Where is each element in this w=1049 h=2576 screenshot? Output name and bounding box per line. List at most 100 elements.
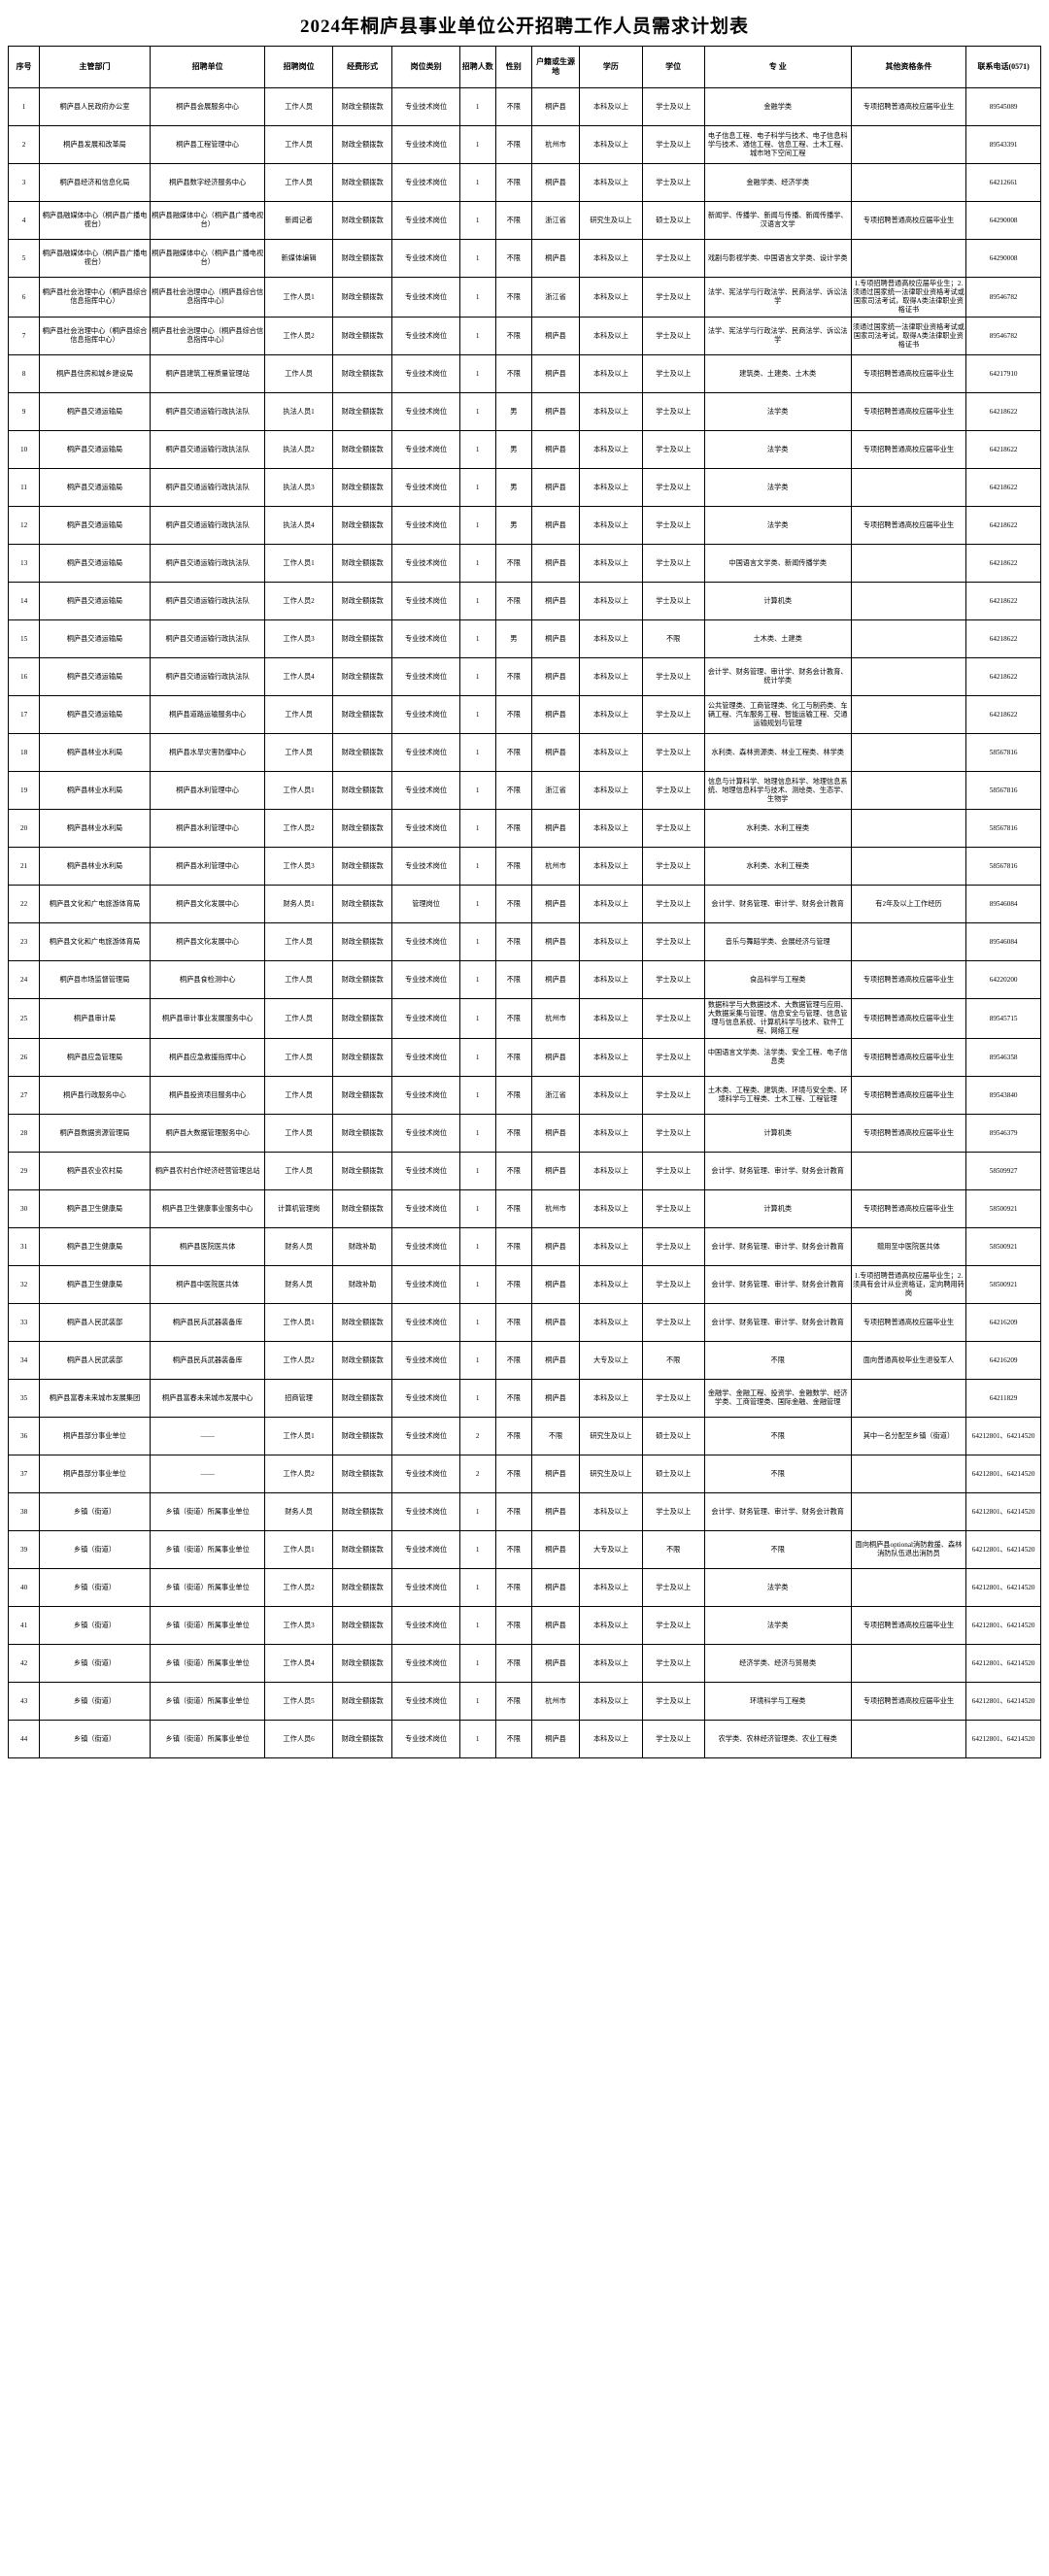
- cell-r38-c13: 64212801、64214520: [965, 1530, 1041, 1569]
- cell-r29-c13: 58500921: [965, 1189, 1041, 1228]
- cell-r22-c11: 音乐与舞蹈学类、会展经济与管理: [703, 922, 852, 961]
- cell-r36-c2: ——: [149, 1455, 266, 1493]
- cell-r34-c7: 不限: [494, 1379, 532, 1418]
- cell-r5-c12: 1.专项招聘普通高校应届毕业生；2.须通过国家统一法律职业资格考试或国家司法考试…: [850, 277, 967, 318]
- cell-r18-c1: 桐庐县林业水利局: [39, 771, 151, 810]
- cell-r37-c2: 乡镇（街道）所属事业单位: [149, 1492, 266, 1531]
- cell-r19-c4: 财政全额拨款: [331, 809, 393, 848]
- cell-r32-c9: 本科及以上: [579, 1303, 643, 1342]
- table-row: 24 桐庐县市场监督管理局 桐庐县食检测中心 工作人员 财政全额拨款 专业技术岗位 1 不限桐…: [7, 960, 1041, 999]
- cell-r33-c3: 工作人员2: [264, 1341, 333, 1380]
- cell-r11-c4: 财政全额拨款: [331, 506, 393, 545]
- cell-r28-c6: 1: [458, 1152, 496, 1190]
- cell-r43-c5: 专业技术岗位: [391, 1720, 460, 1758]
- cell-r14-c11: 土木类、土建类: [703, 619, 852, 658]
- cell-r7-c8: 桐庐县: [530, 354, 581, 393]
- cell-r37-c4: 财政全额拨款: [331, 1492, 393, 1531]
- table-row: 36 桐庐县部分事业单位 —— 工作人员1 财政全额拨款 专业技术岗位 2 不限 不限 研究生及以…: [7, 1417, 1041, 1455]
- cell-r14-c13: 64218622: [965, 619, 1041, 658]
- cell-r7-c5: 专业技术岗位: [391, 354, 460, 393]
- cell-r40-c4: 财政全额拨款: [331, 1606, 393, 1645]
- cell-r29-c12: 专项招聘普通高校应届毕业生: [850, 1189, 967, 1228]
- cell-r40-c9: 本科及以上: [579, 1606, 643, 1645]
- cell-r9-c5: 专业技术岗位: [391, 430, 460, 469]
- cell-r19-c6: 1: [458, 809, 496, 848]
- table-row: 27 桐庐县行政服务中心 桐庐县投资项目服务中心 工作人员 财政全额拨款 专业技术岗位 1 不…: [7, 1076, 1041, 1115]
- cell-r31-c3: 财务人员: [264, 1265, 333, 1304]
- cell-r32-c8: 桐庐县: [530, 1303, 581, 1342]
- cell-r15-c1: 桐庐县交通运输局: [39, 657, 151, 696]
- cell-r36-c9: 研究生及以上: [579, 1455, 643, 1493]
- cell-r15-c12: [850, 657, 967, 696]
- cell-r25-c10: 学士及以上: [641, 1038, 705, 1077]
- cell-r36-c10: 硕士及以上: [641, 1455, 705, 1493]
- cell-r2-c6: 1: [458, 163, 496, 202]
- cell-r7-c4: 财政全额拨款: [331, 354, 393, 393]
- cell-r8-c5: 专业技术岗位: [391, 392, 460, 431]
- cell-r35-c9: 研究生及以上: [579, 1417, 643, 1455]
- cell-r36-c11: 不限: [703, 1455, 852, 1493]
- cell-r42-c7: 不限: [494, 1682, 532, 1721]
- cell-r29-c0: 30: [7, 1189, 41, 1228]
- cell-r12-c13: 64218622: [965, 544, 1041, 583]
- cell-r8-c11: 法学类: [703, 392, 852, 431]
- cell-r7-c9: 本科及以上: [579, 354, 643, 393]
- cell-r11-c10: 学士及以上: [641, 506, 705, 545]
- cell-r30-c7: 不限: [494, 1227, 532, 1266]
- cell-r36-c12: [850, 1455, 967, 1493]
- cell-r16-c7: 不限: [494, 695, 532, 734]
- cell-r25-c4: 财政全额拨款: [331, 1038, 393, 1077]
- cell-r42-c8: 杭州市: [530, 1682, 581, 1721]
- cell-r33-c8: 桐庐县: [530, 1341, 581, 1380]
- cell-r4-c2: 桐庐县融媒体中心（桐庐县广播电视台）: [149, 239, 266, 278]
- cell-r21-c6: 1: [458, 885, 496, 923]
- cell-r26-c8: 浙江省: [530, 1076, 581, 1115]
- cell-r1-c10: 学士及以上: [641, 125, 705, 164]
- cell-r26-c0: 27: [7, 1076, 41, 1115]
- cell-r28-c0: 29: [7, 1152, 41, 1190]
- cell-r29-c11: 计算机类: [703, 1189, 852, 1228]
- column-header-12: 其他资格条件: [850, 46, 967, 88]
- cell-r22-c5: 专业技术岗位: [391, 922, 460, 961]
- cell-r36-c3: 工作人员2: [264, 1455, 333, 1493]
- cell-r6-c8: 桐庐县: [530, 317, 581, 355]
- cell-r23-c3: 工作人员: [264, 960, 333, 999]
- cell-r20-c5: 专业技术岗位: [391, 847, 460, 886]
- cell-r38-c11: 不限: [703, 1530, 852, 1569]
- cell-r38-c10: 不限: [641, 1530, 705, 1569]
- cell-r16-c1: 桐庐县交通运输局: [39, 695, 151, 734]
- cell-r3-c10: 硕士及以上: [641, 201, 705, 240]
- cell-r16-c4: 财政全额拨款: [331, 695, 393, 734]
- cell-r18-c12: [850, 771, 967, 810]
- cell-r19-c1: 桐庐县林业水利局: [39, 809, 151, 848]
- cell-r39-c12: [850, 1568, 967, 1607]
- cell-r5-c8: 浙江省: [530, 277, 581, 318]
- table-row: 30 桐庐县卫生健康局 桐庐县卫生健康事业服务中心 计算机管理岗 财政全额拨款 专业技术岗…: [7, 1189, 1041, 1228]
- cell-r30-c1: 桐庐县卫生健康局: [39, 1227, 151, 1266]
- cell-r27-c7: 不限: [494, 1114, 532, 1153]
- cell-r21-c13: 89546084: [965, 885, 1041, 923]
- cell-r21-c3: 财务人员1: [264, 885, 333, 923]
- column-header-0: 序号: [7, 46, 41, 88]
- cell-r15-c2: 桐庐县交通运输行政执法队: [149, 657, 266, 696]
- cell-r9-c9: 本科及以上: [579, 430, 643, 469]
- cell-r8-c9: 本科及以上: [579, 392, 643, 431]
- cell-r7-c12: 专项招聘普通高校应届毕业生: [850, 354, 967, 393]
- table-body: 1 桐庐县人民政府办公室 桐庐县会展服务中心 工作人员 财政全额拨款 专业技术岗位 1 不限桐…: [7, 87, 1041, 1758]
- cell-r18-c4: 财政全额拨款: [331, 771, 393, 810]
- recruitment-plan-table: 序号 主管部门 招聘单位 招聘岗位 经费形式 岗位类别 招聘人数 性别 户籍或生源地 学历 学位专 …: [7, 46, 1041, 1758]
- cell-r31-c13: 58500921: [965, 1265, 1041, 1304]
- cell-r38-c9: 大专及以上: [579, 1530, 643, 1569]
- cell-r40-c12: 专项招聘普通高校应届毕业生: [850, 1606, 967, 1645]
- cell-r5-c11: 法学、宪法学与行政法学、民商法学、诉讼法学: [703, 277, 852, 318]
- cell-r10-c2: 桐庐县交通运输行政执法队: [149, 468, 266, 507]
- cell-r28-c13: 58509927: [965, 1152, 1041, 1190]
- cell-r4-c12: [850, 239, 967, 278]
- cell-r18-c2: 桐庐县水利管理中心: [149, 771, 266, 810]
- cell-r25-c0: 26: [7, 1038, 41, 1077]
- cell-r26-c6: 1: [458, 1076, 496, 1115]
- cell-r38-c0: 39: [7, 1530, 41, 1569]
- cell-r29-c10: 学士及以上: [641, 1189, 705, 1228]
- table-row: 4 桐庐县融媒体中心（桐庐县广播电视台） 桐庐县融媒体中心（桐庐县广播电视台） 新闻记…: [7, 201, 1041, 240]
- cell-r5-c1: 桐庐县社会治理中心（桐庐县综合信息指挥中心）: [39, 277, 151, 318]
